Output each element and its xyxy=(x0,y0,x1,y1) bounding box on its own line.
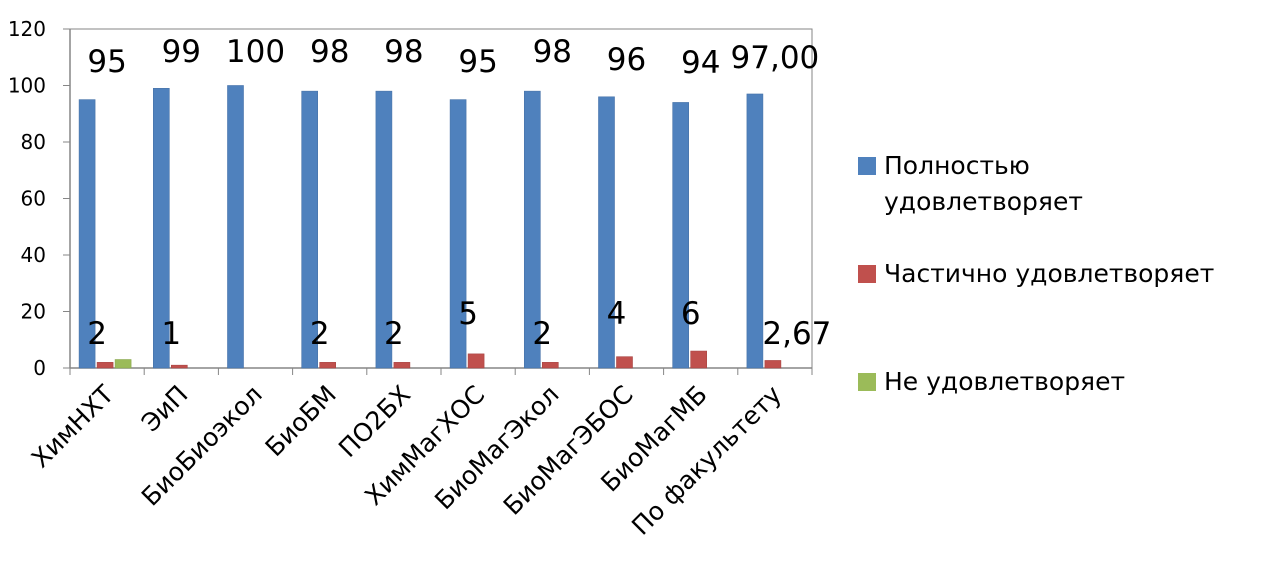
bar xyxy=(746,93,764,369)
data-label: 98 xyxy=(533,34,572,70)
bar xyxy=(114,359,132,369)
bar xyxy=(672,102,690,369)
data-label: 2 xyxy=(310,316,330,352)
legend-swatch-full xyxy=(858,157,876,175)
legend-item-full: Полностью удовлетворяет xyxy=(858,148,1124,220)
bar xyxy=(78,99,96,369)
data-label: 2,67 xyxy=(762,316,831,352)
data-label: 5 xyxy=(458,296,478,332)
data-label: 2 xyxy=(384,316,404,352)
category-label: ЭиП xyxy=(136,380,194,438)
y-tick-label: 80 xyxy=(21,130,46,154)
legend-label-none: Не удовлетворяет xyxy=(884,367,1126,396)
data-labels: 95 99 100 98 98 95 98 96 94 97,00 2 1 2 2 5 2 4 6 2,67 xyxy=(87,34,831,352)
bar xyxy=(598,96,615,369)
data-label: 2 xyxy=(87,316,107,352)
legend-swatch-none xyxy=(858,373,876,391)
data-label: 1 xyxy=(161,316,181,352)
legend-item-none: Не удовлетворяет xyxy=(858,364,1125,400)
y-tick-label: 60 xyxy=(21,187,46,211)
bar xyxy=(301,90,319,369)
data-label: 95 xyxy=(87,44,126,80)
bar xyxy=(227,85,244,369)
data-label: 97,00 xyxy=(731,40,820,76)
data-label: 94 xyxy=(681,45,720,81)
bar xyxy=(153,88,170,369)
legend-item-partial: Частично удовлетворяет xyxy=(858,256,1214,292)
y-tick-label: 100 xyxy=(8,74,46,98)
category-label: БиоМагЭБОС xyxy=(498,380,639,521)
data-label: 98 xyxy=(384,34,423,70)
data-label: 100 xyxy=(226,34,285,70)
y-tick-label: 120 xyxy=(8,17,46,41)
bar xyxy=(319,362,337,369)
bar xyxy=(523,90,541,369)
data-label: 99 xyxy=(162,34,201,70)
legend-label-partial: Частично удовлетворяет xyxy=(884,259,1215,288)
y-tick-label: 20 xyxy=(21,300,46,324)
bar xyxy=(449,99,467,369)
bars xyxy=(78,85,782,369)
y-tick-labels: 0 20 40 60 80 100 120 xyxy=(8,17,46,380)
bar xyxy=(690,350,708,369)
category-label: БиоБМ xyxy=(260,380,342,462)
legend-label-full: Полностью удовлетворяет xyxy=(884,151,1083,216)
x-category-labels: ХимНХТ ЭиПБиоБиоэколБиоБМПО2БХХимМагХОСБи… xyxy=(26,379,788,540)
data-label: 95 xyxy=(458,44,497,80)
bar xyxy=(393,362,411,369)
data-label: 96 xyxy=(607,42,646,78)
bar xyxy=(375,90,393,369)
bar xyxy=(467,353,485,369)
y-tick-label: 0 xyxy=(33,356,46,380)
bar xyxy=(616,356,633,369)
bar xyxy=(171,364,188,369)
data-label: 98 xyxy=(310,34,349,70)
y-tick-label: 40 xyxy=(21,243,46,267)
bar xyxy=(541,362,559,369)
bar xyxy=(764,360,782,369)
category-label: ХимНХТ xyxy=(26,379,120,473)
data-label: 6 xyxy=(681,296,701,332)
legend-swatch-partial xyxy=(858,265,876,283)
data-label: 4 xyxy=(607,296,627,332)
bar xyxy=(96,362,114,369)
data-label: 2 xyxy=(532,316,552,352)
